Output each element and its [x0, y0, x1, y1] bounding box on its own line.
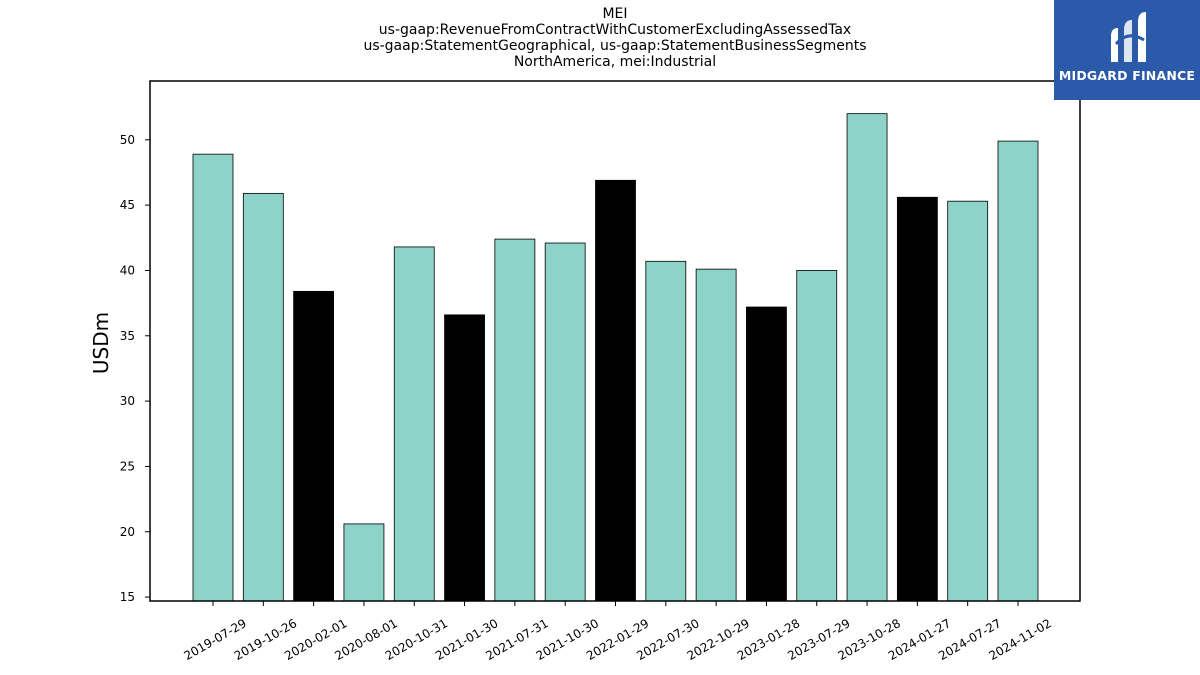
y-axis-label: USDm — [89, 312, 113, 374]
y-tick-label: 20 — [120, 525, 135, 539]
bars-group — [192, 113, 1039, 602]
bar-2022-07-30 — [645, 260, 687, 602]
bar-2021-10-30 — [544, 242, 586, 602]
x-axis: 2019-07-292019-10-262020-02-012020-08-01… — [181, 601, 1054, 663]
logo-mark-icon — [1111, 12, 1146, 62]
bar-2024-01-27 — [896, 196, 938, 602]
bar-2023-10-28 — [846, 113, 888, 602]
midgard-finance-logo: MIDGARD FINANCE — [1054, 0, 1200, 100]
y-tick-label: 45 — [120, 198, 135, 212]
bar-2021-07-31 — [494, 238, 536, 602]
chart-title: MEI us-gaap:RevenueFromContractWithCusto… — [0, 6, 1200, 70]
y-tick-label: 15 — [120, 590, 135, 604]
bar-2024-07-27 — [947, 200, 989, 602]
bar-2023-01-28 — [746, 306, 787, 602]
y-tick-label: 35 — [120, 329, 135, 343]
bar-2022-10-29 — [695, 268, 737, 602]
y-tick-label: 30 — [120, 394, 135, 408]
y-tick-label: 40 — [120, 263, 135, 277]
chart-title-line-1: MEI — [602, 6, 628, 22]
y-tick-label: 50 — [120, 133, 135, 147]
logo-text: MIDGARD FINANCE — [1058, 68, 1196, 83]
bar-2019-10-26 — [242, 192, 284, 602]
chart-title-line-4: NorthAmerica, mei:Industrial — [513, 54, 717, 70]
bar-2021-01-30 — [444, 314, 485, 602]
bar-2020-10-31 — [393, 246, 435, 602]
bar-2020-08-01 — [343, 523, 385, 602]
chart-title-line-3: us-gaap:StatementGeographical, us-gaap:S… — [363, 38, 867, 54]
bar-2019-07-29 — [192, 153, 234, 602]
bar-2023-07-29 — [796, 270, 838, 602]
y-tick-label: 25 — [120, 459, 135, 473]
chart-title-line-2: us-gaap:RevenueFromContractWithCustomerE… — [378, 22, 852, 38]
y-axis: 15 20 25 30 35 40 45 50 — [120, 133, 150, 604]
bar-2020-02-01 — [293, 290, 335, 602]
bar-2024-11-02 — [997, 140, 1039, 602]
bar-2022-01-29 — [595, 179, 636, 602]
